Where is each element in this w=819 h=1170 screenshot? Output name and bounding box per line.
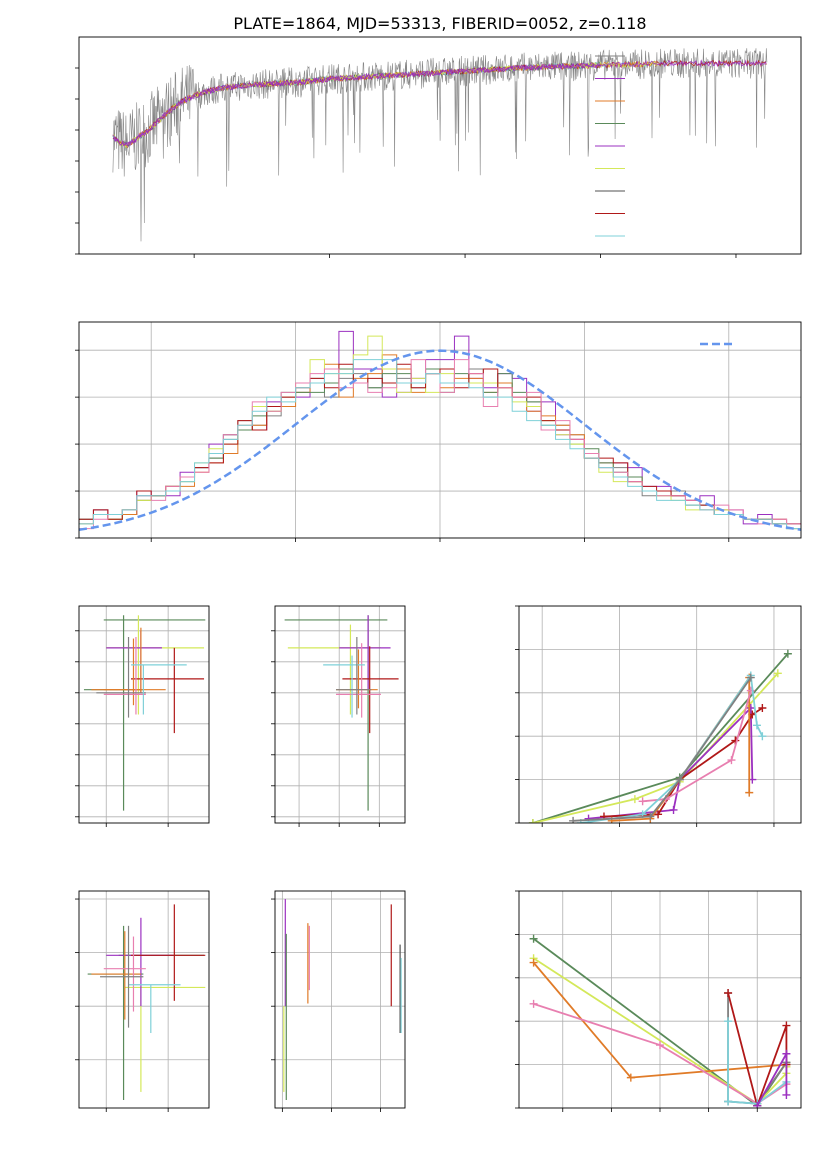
residuals-panel	[75, 321, 802, 542]
weight-vs-Z-line-5	[727, 992, 788, 1108]
weight-vs-Z-point-3-0	[529, 999, 538, 1008]
weight-vs-age-point-1-1	[630, 795, 639, 804]
spectrum-panel	[75, 36, 802, 258]
weight-vs-Z-point-3-1	[656, 1041, 664, 1050]
weight-vs-age-line-5	[642, 690, 752, 803]
weight-vs-age-frame	[518, 605, 802, 824]
weight-vs-age-point-3-5	[758, 703, 767, 712]
age-vs-mass-frame	[274, 605, 406, 824]
weight-vs-age-line-2	[588, 705, 754, 820]
age-vs-Z-plot-area	[79, 606, 209, 823]
weight-vs-age-point-5-2	[727, 756, 736, 765]
weight-vs-age-point-1-0	[528, 819, 537, 823]
mass-vs-Z-frame	[78, 890, 210, 1109]
weight-vs-Z-point-6-1	[724, 1097, 733, 1106]
weight-vs-age-point-4-4	[745, 788, 754, 797]
spectrum-line-4	[112, 62, 601, 148]
weight-vs-Z-plot-area	[519, 891, 801, 1108]
residuals-frame	[78, 321, 802, 539]
weight-vs-age-panel	[515, 605, 802, 827]
weight-vs-Z-point-2-1	[626, 1073, 635, 1082]
mass-vs-EBV-plot-area	[275, 891, 405, 1108]
weight-vs-Z-line-7	[756, 1050, 788, 1107]
weight-vs-Z-panel	[515, 890, 802, 1112]
age-vs-Z-panel	[75, 605, 210, 827]
weight-vs-Z-point-0-0	[529, 934, 538, 943]
weight-vs-Z-point-5-0	[724, 988, 733, 997]
weight-vs-age-point-6-5	[758, 732, 767, 741]
weight-vs-age-point-1-3	[773, 669, 782, 678]
residual-hist-7	[79, 359, 801, 538]
weight-vs-age-point-7-3	[746, 673, 755, 682]
weight-vs-age-line-7	[573, 677, 752, 822]
weight-vs-Z-point-6-0	[724, 1017, 733, 1026]
weight-vs-age-plot-area	[519, 606, 801, 823]
weight-vs-age-point-2-1	[669, 805, 678, 814]
weight-vs-Z-point-5-2	[782, 1021, 791, 1030]
figure-title: PLATE=1864, MJD=53313, FIBERID=0052, z=0…	[233, 14, 646, 33]
weight-vs-Z-point-7-2	[782, 1090, 791, 1099]
age-vs-mass-plot-area	[275, 606, 405, 823]
weight-vs-Z-frame	[518, 890, 802, 1109]
residuals-plot-area	[79, 322, 801, 538]
weight-vs-Z-point-7-0	[753, 1101, 762, 1108]
weight-vs-age-point-0-2	[783, 649, 792, 658]
weight-vs-Z-point-2-0	[529, 958, 538, 967]
spectrum-line-0	[112, 48, 768, 242]
weight-vs-age-point-7-0	[569, 816, 578, 823]
weight-vs-age-line-3	[603, 707, 763, 818]
weight-vs-age-point-7-1	[646, 812, 655, 821]
weight-vs-age-point-2-3	[746, 703, 755, 712]
weight-vs-age-point-6-4	[752, 721, 761, 730]
mass-vs-Z-panel	[75, 890, 210, 1112]
mass-vs-Z-plot-area	[79, 891, 209, 1108]
age-vs-mass-panel	[271, 605, 406, 827]
weight-vs-Z-line-6	[727, 1021, 787, 1105]
weight-vs-age-point-7-2	[675, 775, 684, 784]
weight-vs-age-point-3-1	[654, 810, 663, 819]
mass-vs-EBV-panel	[271, 890, 406, 1112]
spectrum-frame	[78, 36, 802, 255]
weight-vs-age-line-1	[532, 672, 779, 823]
mass-vs-EBV-frame	[274, 890, 406, 1109]
age-vs-Z-frame	[78, 605, 210, 824]
weight-vs-Z-point-7-1	[782, 1049, 791, 1058]
weight-vs-age-point-5-0	[638, 797, 647, 806]
gaussian-curve	[79, 349, 801, 532]
spectrum-plot-area	[112, 48, 768, 242]
